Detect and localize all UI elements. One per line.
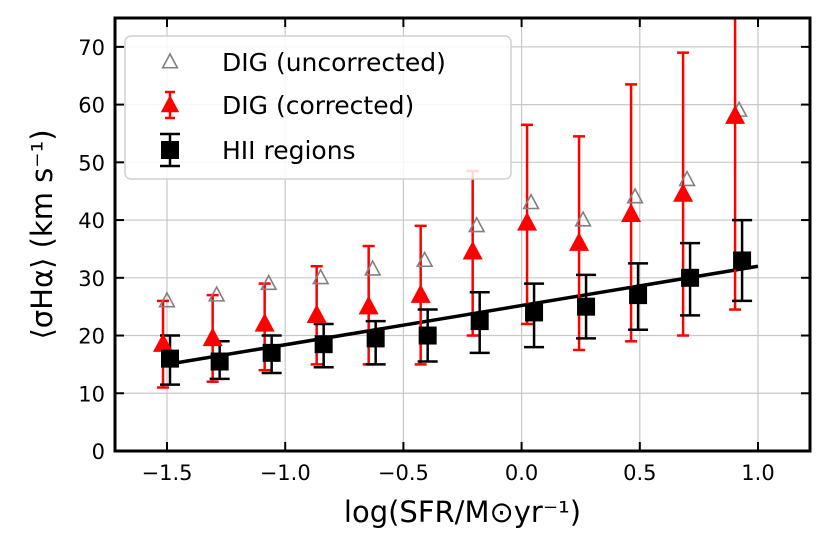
y-tick-label: 70 bbox=[78, 36, 105, 60]
dig-uncorrected-point bbox=[311, 268, 330, 285]
dig-uncorrected-point bbox=[467, 216, 486, 233]
dig-corrected-point bbox=[306, 304, 327, 324]
dig-uncorrected-point bbox=[363, 259, 382, 276]
legend-box bbox=[124, 35, 512, 180]
dig-uncorrected-point bbox=[678, 169, 696, 187]
hii-regions-point bbox=[681, 268, 700, 287]
hii-regions-point bbox=[629, 286, 648, 305]
y-tick-label: 60 bbox=[78, 94, 105, 118]
y-axis-label: ⟨σHα⟩ (km s⁻¹) bbox=[25, 129, 59, 339]
dig-uncorrected-point bbox=[415, 250, 434, 268]
plot-frame bbox=[113, 16, 812, 453]
legend-marker-dig-corrected bbox=[160, 95, 180, 113]
dig-corrected-point bbox=[725, 105, 746, 124]
legend-marker-dig-uncorrected bbox=[161, 52, 179, 69]
y-tick-label: 10 bbox=[78, 382, 105, 406]
y-tick-label: 20 bbox=[78, 325, 105, 349]
legend-marker-hii bbox=[161, 141, 179, 159]
dig-corrected-point bbox=[202, 327, 223, 347]
x-tick-label: −1.0 bbox=[260, 461, 311, 485]
x-tick-label: 1.0 bbox=[741, 461, 774, 485]
dig-corrected-point bbox=[621, 203, 642, 222]
x-tick-label: 0.0 bbox=[505, 461, 538, 485]
x-tick-label: −0.5 bbox=[378, 461, 429, 485]
hii-regions-point bbox=[577, 297, 596, 316]
hii-regions-point bbox=[262, 343, 281, 362]
dig-corrected-point bbox=[254, 312, 275, 332]
y-tick-label: 50 bbox=[78, 151, 105, 175]
legend-label: DIG (corrected) bbox=[222, 91, 414, 120]
legend: DIG (uncorrected) DIG (corrected) HII regi… bbox=[124, 35, 512, 180]
dig-corrected-point bbox=[569, 232, 590, 251]
y-tick-label: 0 bbox=[92, 440, 105, 464]
dig-uncorrected-point bbox=[259, 273, 278, 291]
dig-uncorrected-point bbox=[158, 291, 176, 308]
dig-corrected-point bbox=[517, 211, 538, 231]
hii-regions-point bbox=[418, 326, 437, 345]
x-axis-label: log(SFR/M⊙yr⁻¹) bbox=[344, 495, 581, 529]
hii-regions-point bbox=[733, 251, 752, 270]
fit-line bbox=[166, 264, 759, 367]
hii-regions-point bbox=[210, 352, 229, 371]
data-markers bbox=[152, 100, 752, 371]
dig-uncorrected-point bbox=[522, 193, 540, 210]
dig-uncorrected-point bbox=[207, 285, 226, 302]
x-tick-label: 0.5 bbox=[623, 461, 656, 485]
hii-regions-point bbox=[366, 329, 385, 348]
fit-line-group bbox=[166, 264, 759, 367]
axis-ticks: −1.5 −1.0 −0.5 0.0 0.5 1.0 0 10 20 30 40 50 60 70 bbox=[78, 18, 810, 485]
dig-corrected-point bbox=[462, 240, 483, 260]
legend-label: HII regions bbox=[222, 136, 356, 165]
y-tick-label: 30 bbox=[78, 267, 105, 291]
dig-corrected-point bbox=[358, 295, 379, 315]
hii-regions-point bbox=[470, 312, 489, 331]
dig-uncorrected-point bbox=[626, 187, 644, 204]
y-tick-label: 40 bbox=[78, 209, 105, 233]
hii-regions-point bbox=[161, 349, 180, 368]
dig-corrected-point bbox=[673, 183, 694, 202]
hii-regions-point bbox=[314, 335, 333, 354]
dig-corrected-point bbox=[410, 284, 431, 303]
x-tick-label: −1.5 bbox=[142, 461, 193, 485]
hii-regions-point bbox=[525, 303, 544, 322]
dig-uncorrected-point bbox=[574, 210, 592, 227]
legend-label: DIG (uncorrected) bbox=[222, 48, 446, 77]
